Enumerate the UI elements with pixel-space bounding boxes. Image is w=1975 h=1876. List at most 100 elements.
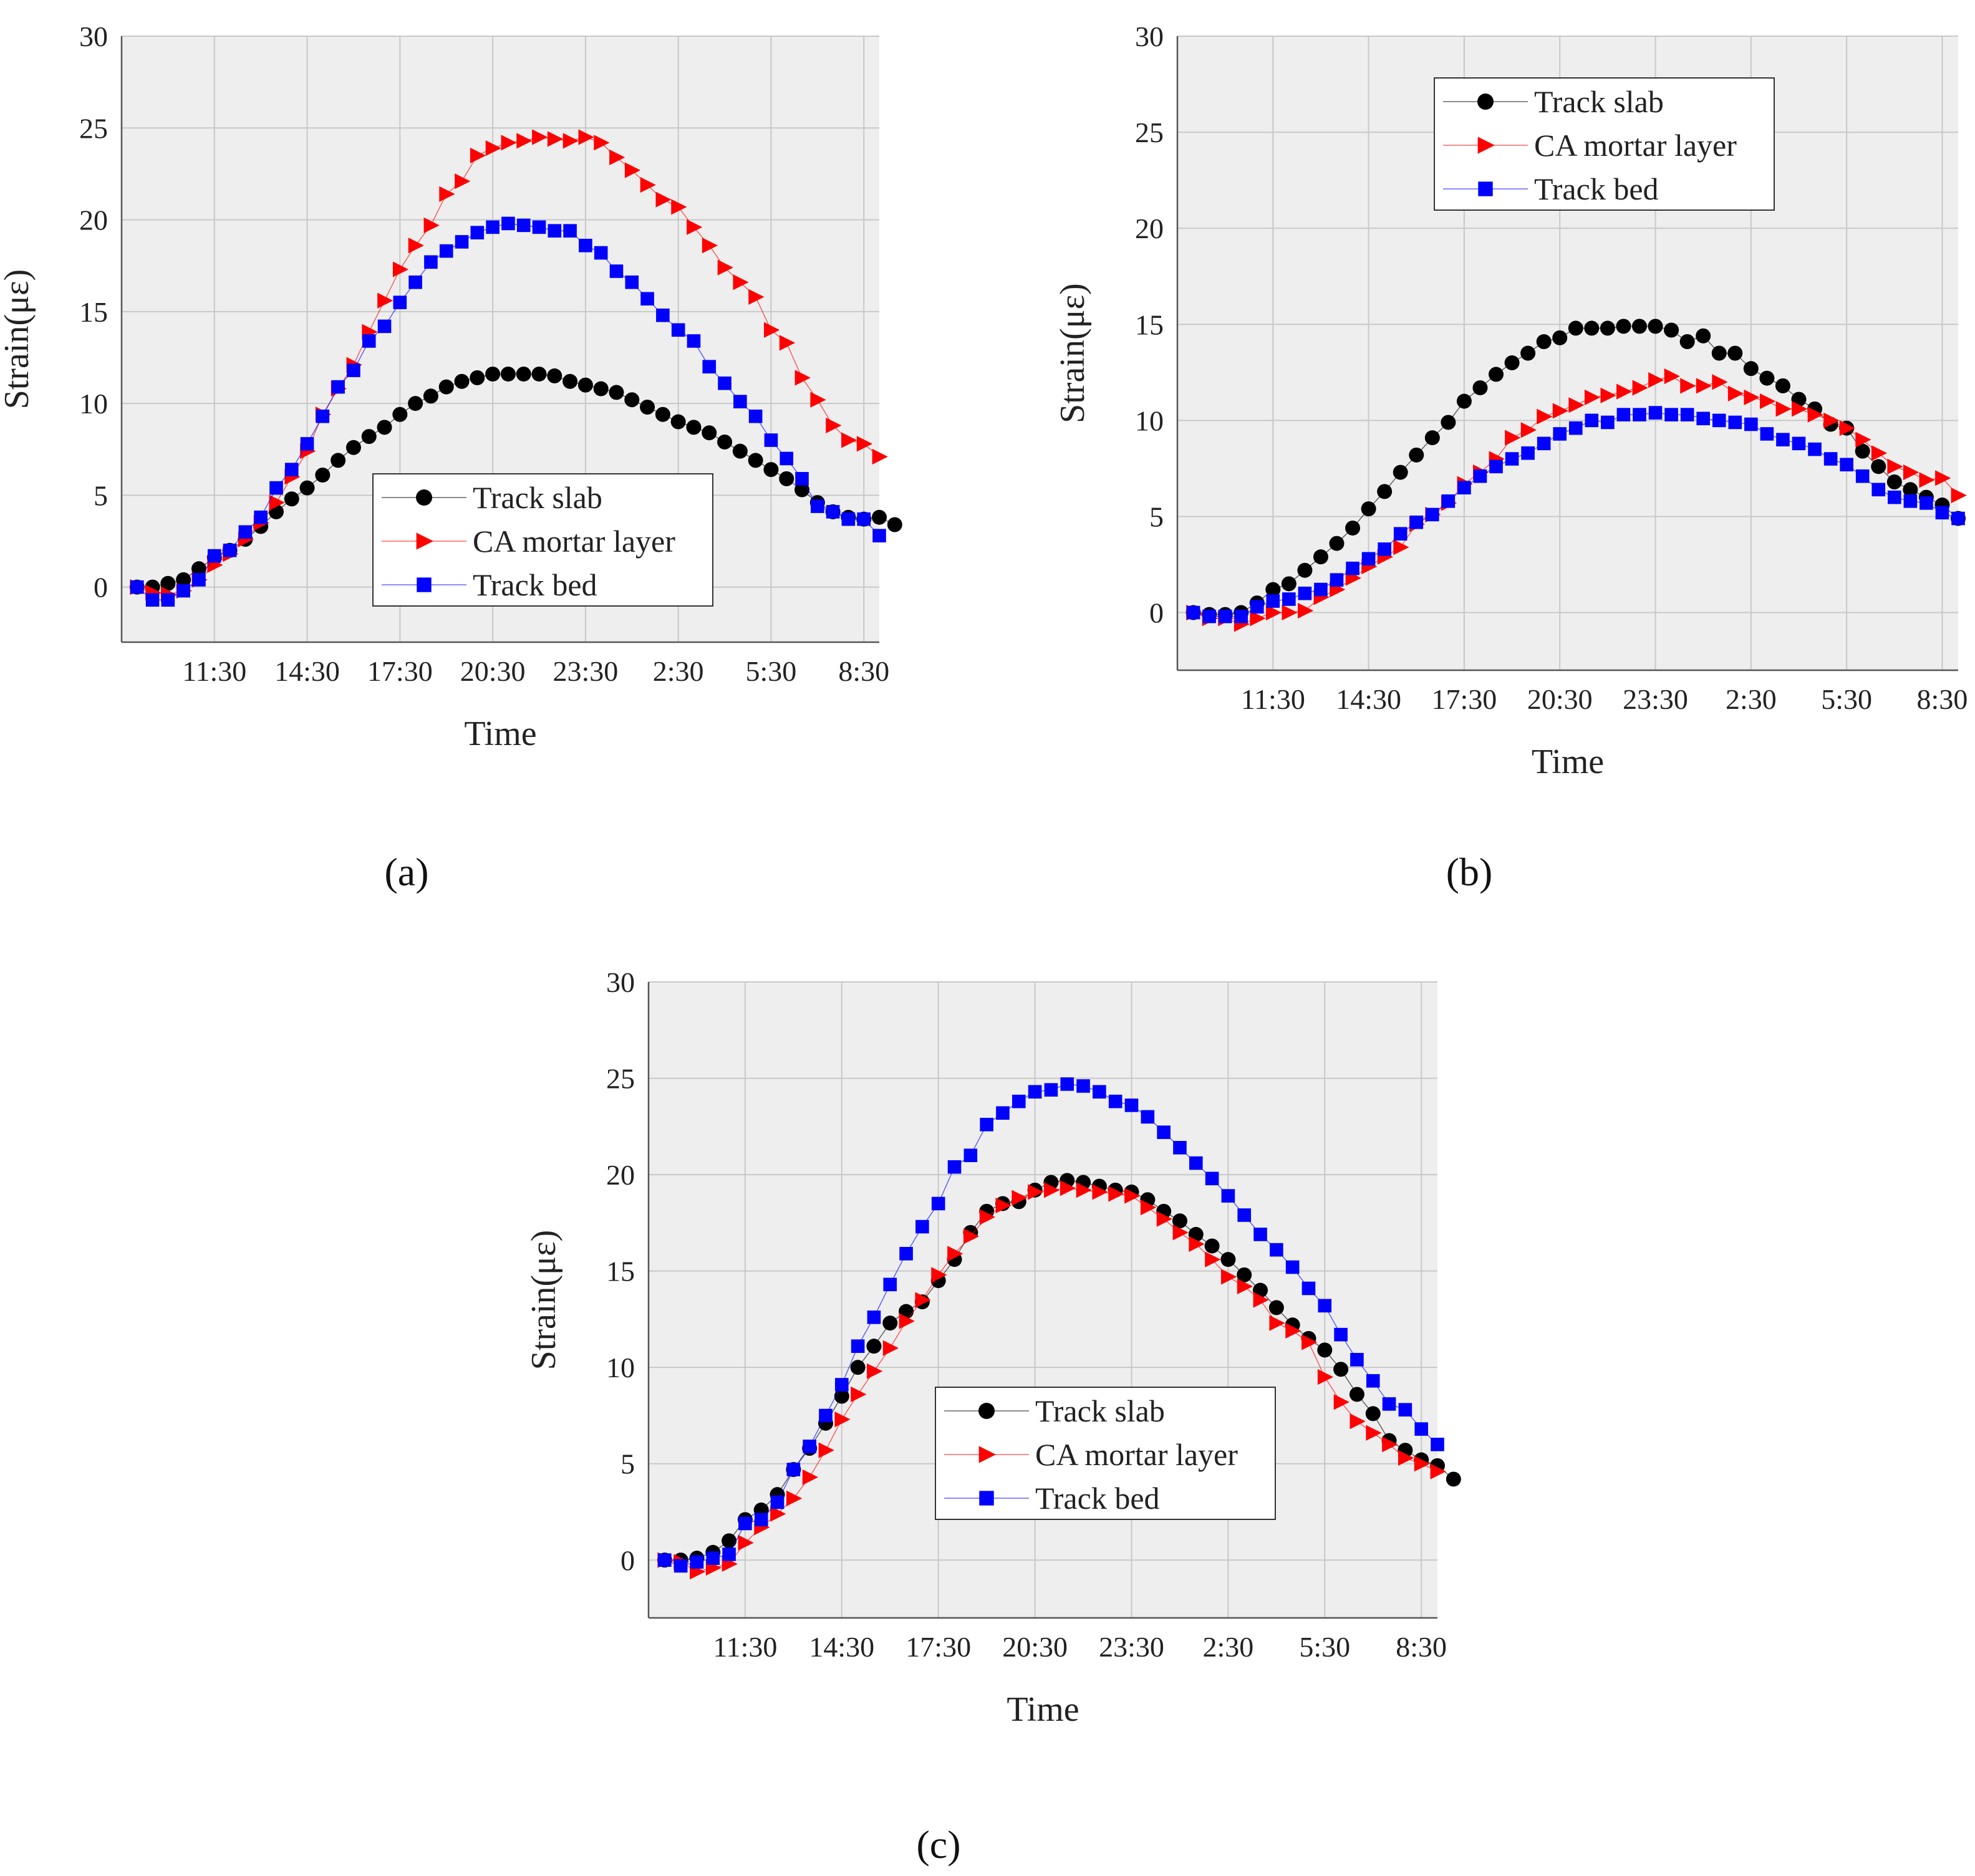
- data-point: [1270, 1243, 1283, 1257]
- data-point: [238, 525, 253, 539]
- series-track-bed: [658, 1077, 1444, 1573]
- data-point: [423, 217, 440, 233]
- series-track-bed: [130, 216, 886, 607]
- legend: Track slab CA mortar layer Track bed: [372, 473, 713, 607]
- data-point: [1156, 1211, 1172, 1227]
- y-axis-label: Strain(με): [0, 269, 36, 410]
- data-point: [439, 244, 453, 258]
- data-point: [1536, 334, 1552, 350]
- data-point: [1269, 1315, 1285, 1331]
- data-point: [300, 437, 314, 451]
- data-point: [1172, 1213, 1187, 1229]
- legend-marker: [1477, 94, 1494, 110]
- data-point: [841, 432, 857, 448]
- data-point: [207, 549, 221, 563]
- data-point: [770, 1506, 786, 1522]
- data-point: [995, 1197, 1012, 1214]
- data-point: [738, 1534, 754, 1551]
- data-point: [1250, 610, 1266, 627]
- data-point: [160, 575, 176, 591]
- data-point: [748, 289, 765, 305]
- data-point: [1393, 527, 1408, 541]
- data-point: [834, 1378, 849, 1392]
- data-point: [624, 392, 640, 408]
- data-point: [899, 1313, 915, 1329]
- data-point: [1823, 412, 1840, 428]
- data-point: [1727, 385, 1744, 402]
- x-tick-label: 2:30: [653, 655, 704, 687]
- data-point: [1314, 582, 1328, 597]
- data-point: [818, 1442, 834, 1458]
- data-point: [1792, 401, 1808, 417]
- panel-label: (c): [916, 1822, 960, 1867]
- legend-label: Track bed: [1035, 1481, 1160, 1516]
- data-point: [579, 238, 592, 253]
- data-point: [1205, 1171, 1219, 1186]
- data-point: [269, 481, 283, 495]
- data-point: [1457, 481, 1471, 495]
- data-point: [191, 561, 206, 577]
- legend-label: Track slab: [1534, 84, 1664, 119]
- data-point: [1664, 368, 1680, 385]
- data-point: [1648, 372, 1664, 388]
- data-point: [702, 360, 717, 373]
- data-point: [1712, 374, 1728, 390]
- data-point: [176, 572, 191, 587]
- data-point: [1585, 413, 1599, 428]
- data-point: [963, 1148, 978, 1162]
- legend-marker: [978, 1446, 996, 1463]
- data-point: [1568, 320, 1583, 336]
- data-point: [470, 370, 485, 385]
- data-point: [722, 1547, 736, 1561]
- data-point: [1792, 436, 1806, 451]
- data-point: [1568, 421, 1583, 435]
- data-point: [1903, 482, 1918, 498]
- legend: Track slab CA mortar layer Track bed: [1434, 77, 1775, 211]
- legend-label: CA mortar layer: [1035, 1437, 1238, 1472]
- data-point: [1141, 1110, 1155, 1124]
- y-axis-label: Strain(με): [1053, 283, 1092, 423]
- data-point: [1349, 1387, 1364, 1402]
- x-tick-label: 5:30: [1821, 683, 1872, 715]
- data-point: [1584, 320, 1600, 336]
- data-point: [1472, 380, 1488, 395]
- data-point: [1124, 1099, 1139, 1112]
- data-point: [851, 1386, 867, 1403]
- data-point: [882, 1316, 898, 1331]
- data-point: [563, 373, 578, 389]
- data-point: [1616, 319, 1631, 334]
- data-point: [1616, 408, 1631, 421]
- y-tick-label: 5: [1149, 501, 1164, 532]
- data-point: [1840, 458, 1853, 472]
- data-point: [594, 246, 608, 260]
- data-point: [1044, 1182, 1060, 1198]
- data-point: [850, 1360, 866, 1375]
- data-point: [1108, 1094, 1123, 1109]
- data-point: [1808, 442, 1822, 456]
- data-point: [1012, 1094, 1026, 1109]
- data-point: [1076, 1079, 1090, 1093]
- data-point: [819, 1408, 833, 1423]
- data-point: [1382, 1436, 1398, 1453]
- data-point: [1552, 403, 1569, 419]
- data-point: [733, 395, 747, 408]
- data-point: [1301, 1281, 1316, 1296]
- data-point: [1414, 1422, 1428, 1436]
- data-point: [563, 133, 579, 149]
- data-point: [1855, 469, 1870, 483]
- data-point: [1318, 1299, 1332, 1313]
- data-point: [1776, 433, 1790, 446]
- data-point: [1696, 328, 1711, 344]
- data-point: [834, 1412, 851, 1428]
- y-tick-label: 5: [94, 479, 108, 511]
- data-point: [786, 1463, 801, 1476]
- data-point: [1044, 1083, 1058, 1097]
- data-point: [1759, 393, 1776, 410]
- data-point: [1172, 1224, 1189, 1241]
- data-point: [1204, 1238, 1220, 1254]
- data-point: [547, 368, 563, 383]
- data-point: [1218, 609, 1232, 623]
- y-axis-label: Strain(με): [524, 1230, 563, 1370]
- data-point: [1265, 582, 1281, 597]
- data-point: [1743, 361, 1759, 377]
